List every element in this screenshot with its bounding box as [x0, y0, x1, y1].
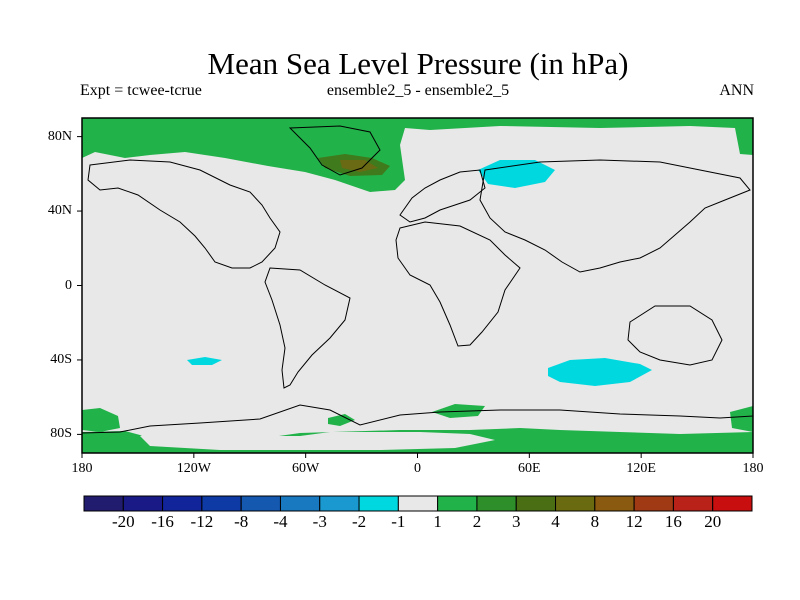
colorbar — [83, 495, 753, 512]
colorbar-label: -12 — [190, 512, 214, 531]
coast-south-america — [264, 267, 351, 389]
coastlines — [82, 125, 753, 434]
colorbar-swatch — [712, 495, 753, 512]
region-barents-negative — [478, 160, 555, 188]
region-greenland-core — [340, 160, 378, 172]
colorbar-label: -8 — [234, 512, 249, 531]
colorbar-swatch — [672, 495, 714, 512]
colorbar-label: -20 — [111, 512, 135, 531]
lat-label: 80S — [50, 426, 72, 442]
colorbar-label: 3 — [511, 512, 521, 531]
coast-africa — [395, 221, 521, 347]
colorbar-label: 8 — [590, 512, 600, 531]
axis-ticks — [77, 136, 754, 458]
map-background — [82, 118, 753, 453]
colorbar-label: -1 — [391, 512, 406, 531]
colorbar-swatch — [397, 495, 439, 512]
lat-label: 80N — [47, 128, 72, 144]
lon-label: 120W — [176, 461, 211, 476]
region-antarctic-gap — [140, 432, 495, 450]
colorbar-label: -4 — [273, 512, 288, 531]
colorbar-label: 20 — [704, 512, 722, 531]
region-indian-negative — [548, 358, 652, 386]
colorbar-swatch — [83, 495, 124, 512]
region-southern-patch-east — [730, 406, 753, 432]
map-area — [82, 118, 753, 453]
region-arctic-positive — [82, 118, 753, 192]
map-title: Mean Sea Level Pressure (in hPa) — [207, 46, 629, 81]
colorbar-label: 16 — [664, 512, 682, 531]
colorbar-label: 2 — [472, 512, 482, 531]
colorbar-swatch — [358, 495, 399, 512]
ensemble-label: ensemble2_5 - ensemble2_5 — [326, 82, 510, 99]
lat-label: 0 — [65, 277, 72, 293]
colorbar-swatch — [633, 495, 674, 512]
colorbar-swatch — [279, 495, 321, 512]
season-label: ANN — [719, 82, 754, 99]
colorbar-swatch — [515, 495, 557, 512]
lon-label: 0 — [414, 461, 421, 476]
colorbar-label: 12 — [625, 512, 643, 531]
region-south-pacific-negative — [187, 357, 222, 365]
coast-asia — [479, 159, 751, 273]
colorbar-swatch — [162, 495, 203, 512]
coast-europe — [399, 169, 486, 223]
lon-label: 60W — [292, 461, 320, 476]
coast-australia — [627, 305, 723, 366]
lat-label: 40S — [50, 351, 72, 367]
colorbar-swatch — [240, 495, 281, 512]
lon-label: 180 — [742, 461, 764, 476]
region-southern-patch-atlantic — [328, 414, 355, 426]
experiment-label: Expt = tcwee-tcrue — [80, 82, 202, 99]
lon-label: 60E — [518, 461, 541, 476]
lon-label: 180 — [71, 461, 93, 476]
colorbar-label: -2 — [351, 512, 367, 531]
colorbar-label: -16 — [151, 512, 174, 531]
colorbar-swatch — [122, 495, 164, 512]
coast-north-america — [87, 159, 281, 269]
coast-greenland — [288, 125, 381, 176]
colorbar-swatch — [555, 495, 596, 512]
region-southern-patch-west — [82, 408, 120, 432]
colorbar-swatch — [594, 495, 635, 512]
colorbar-swatch — [437, 495, 478, 512]
coast-antarctica — [82, 404, 753, 434]
colorbar-label: 4 — [551, 512, 560, 531]
lon-label: 120E — [626, 461, 656, 476]
lat-label: 40N — [47, 203, 72, 219]
colorbar-swatch — [319, 495, 360, 512]
colorbar-label: 1 — [433, 512, 442, 531]
colorbar-swatch — [201, 495, 242, 512]
colorbar-label: -3 — [312, 512, 327, 531]
colorbar-swatch — [476, 495, 517, 512]
